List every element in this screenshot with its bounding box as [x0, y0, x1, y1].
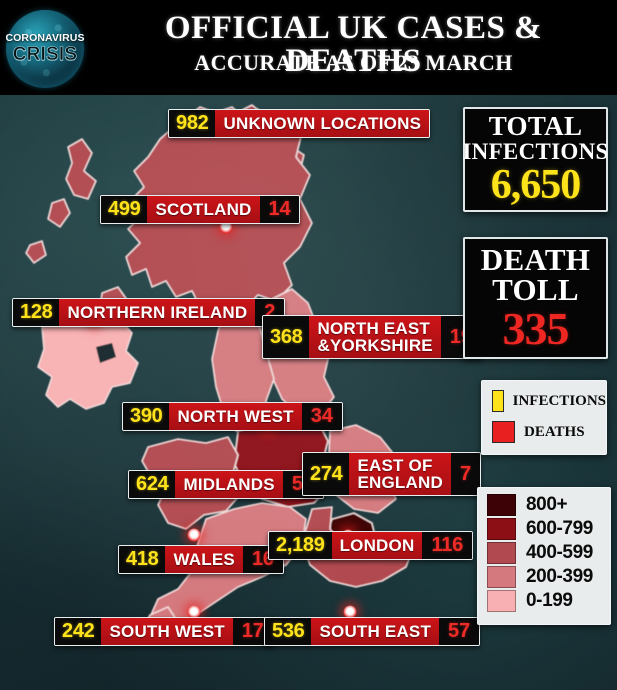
label-cases-value: 368 [263, 316, 310, 358]
label-region-name: NORTHERN IRELAND [59, 299, 256, 326]
page-title: OFFICIAL UK CASES & DEATHS [164, 10, 543, 79]
map-stage: 982 UNKNOWN LOCATIONS 499 SCOTLAND 14 12… [0, 95, 617, 690]
label-deaths-value: 14 [259, 196, 300, 223]
label-region-name-line1: EAST OF [357, 455, 433, 475]
total-infections-caption-line2: INFECTIONS [462, 138, 609, 164]
key-deaths-label: DEATHS [524, 423, 585, 440]
scale-row: 600-799 [487, 518, 610, 540]
label-region-name: NORTH WEST [169, 403, 302, 430]
death-toll-caption-line1: DEATH [480, 242, 591, 278]
infections-swatch-icon [492, 390, 504, 412]
scale-swatch-icon [487, 542, 516, 564]
key-row-deaths: DEATHS [492, 421, 606, 443]
coronavirus-crisis-logo: CORONAVIRUS CRISIS [5, 10, 85, 88]
label-cases-value: 128 [13, 299, 60, 326]
region-northern-ireland [37, 314, 139, 410]
label-north-west[interactable]: 390 NORTH WEST 34 [122, 402, 343, 431]
scale-swatch-icon [487, 566, 516, 588]
label-region-name-line2: ENGLAND [357, 473, 443, 492]
scale-row: 800+ [487, 494, 610, 516]
key-row-infections: INFECTIONS [492, 390, 606, 412]
label-region-name: NORTH EAST &YORKSHIRE [309, 316, 441, 358]
label-cases-value: 418 [119, 546, 166, 573]
label-cases-value: 499 [101, 196, 148, 223]
death-toll-box: DEATH TOLL 335 [463, 237, 608, 359]
logo-line-1: CORONAVIRUS [5, 32, 85, 45]
label-deaths-value: 34 [301, 403, 342, 430]
label-scotland[interactable]: 499 SCOTLAND 14 [100, 195, 301, 224]
scale-label: 600-799 [526, 518, 593, 539]
label-cases-value: 624 [129, 471, 176, 498]
label-region-name: MIDLANDS [175, 471, 283, 498]
death-toll-value: 335 [502, 303, 570, 355]
label-cases-value: 274 [303, 453, 350, 495]
label-deaths-value: 116 [422, 532, 473, 559]
label-unknown-locations[interactable]: 982 UNKNOWN LOCATIONS [168, 109, 431, 138]
scale-label: 0-199 [526, 590, 573, 611]
dot-south-west [187, 605, 201, 619]
label-cases-value: 2,189 [269, 532, 332, 559]
scale-row: 200-399 [487, 566, 610, 588]
page-subtitle: ACCURATE AS OF 23 MARCH [194, 50, 513, 75]
total-infections-caption-line1: TOTAL [488, 111, 583, 142]
label-northern-ireland[interactable]: 128 NORTHERN IRELAND 2 [12, 298, 286, 327]
label-region-name: SOUTH EAST [311, 618, 440, 645]
label-cases-value: 982 [169, 110, 216, 137]
label-wales[interactable]: 418 WALES 16 [118, 545, 284, 574]
label-region-name: SCOTLAND [147, 196, 260, 223]
scale-swatch-icon [487, 518, 516, 540]
scale-swatch-icon [487, 590, 516, 612]
label-midlands[interactable]: 624 MIDLANDS 53 [128, 470, 324, 499]
total-infections-value: 6,650 [490, 162, 581, 209]
key-panel: INFECTIONS DEATHS [481, 380, 607, 455]
total-infections-box: TOTAL INFECTIONS 6,650 [462, 107, 609, 212]
label-region-name: WALES [165, 546, 243, 573]
death-toll-caption-line2: TOLL [492, 272, 579, 308]
label-east-of-england[interactable]: 274 EAST OF ENGLAND 7 [302, 452, 481, 496]
scale-label: 200-399 [526, 566, 593, 587]
label-london[interactable]: 2,189 LONDON 116 [268, 531, 474, 560]
scale-row: 0-199 [487, 590, 610, 612]
key-infections-label: INFECTIONS [512, 392, 606, 409]
scale-swatch-icon [487, 494, 516, 516]
deaths-swatch-icon [492, 421, 515, 443]
label-cases-value: 390 [123, 403, 170, 430]
region-scotland-islands [65, 138, 97, 200]
label-north-east-yorkshire[interactable]: 368 NORTH EAST &YORKSHIRE 19 [262, 315, 482, 359]
colour-scale-panel: 800+ 600-799 400-599 200-399 0-199 [477, 487, 611, 625]
scale-label: 400-599 [526, 542, 593, 563]
label-region-name-line2: &YORKSHIRE [317, 336, 433, 355]
scale-label: 800+ [526, 494, 568, 515]
header-bar: CORONAVIRUS CRISIS OFFICIAL UK CASES & D… [0, 0, 617, 95]
label-cases-value: 242 [55, 618, 102, 645]
logo-line-2: CRISIS [12, 43, 78, 65]
label-south-west[interactable]: 242 SOUTH WEST 17 [54, 617, 274, 646]
label-region-name: SOUTH WEST [101, 618, 233, 645]
label-region-name-line1: NORTH EAST [317, 318, 430, 338]
label-region-name: LONDON [331, 532, 423, 559]
dot-south-east [343, 605, 357, 619]
dot-wales [187, 528, 201, 542]
label-deaths-value: 7 [450, 453, 480, 495]
label-region-name: EAST OF ENGLAND [349, 453, 451, 495]
label-region-name: UNKNOWN LOCATIONS [215, 110, 430, 137]
label-cases-value: 536 [265, 618, 312, 645]
label-deaths-value: 57 [439, 618, 479, 645]
scale-row: 400-599 [487, 542, 610, 564]
label-south-east[interactable]: 536 SOUTH EAST 57 [264, 617, 480, 646]
